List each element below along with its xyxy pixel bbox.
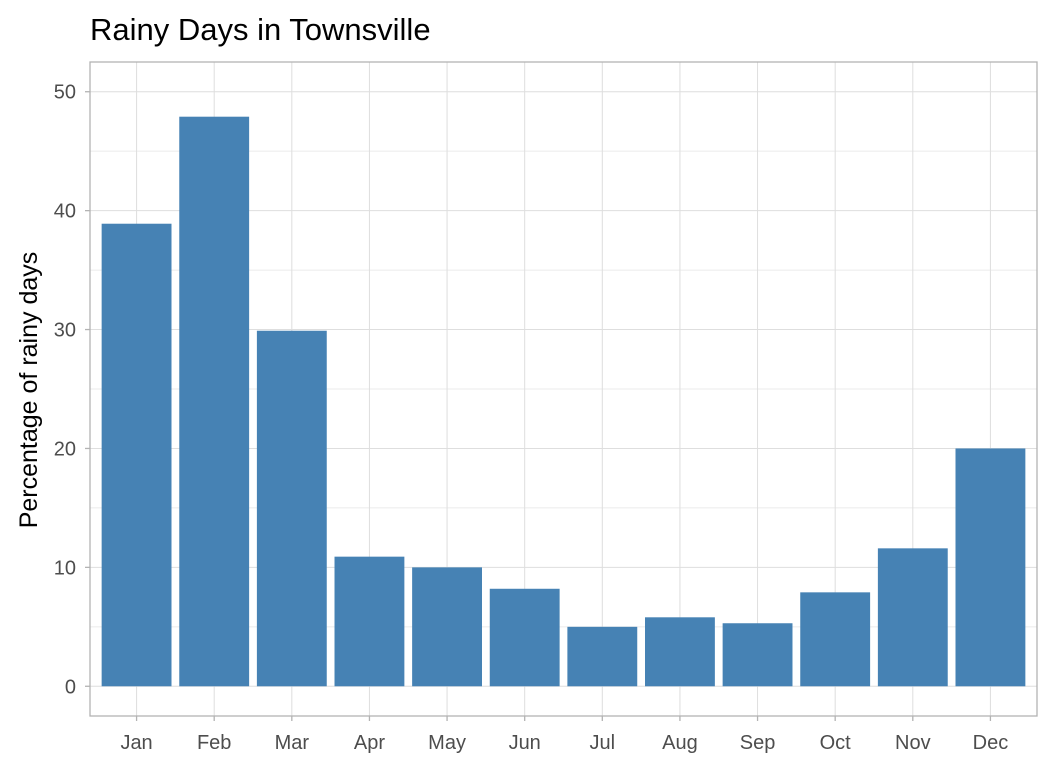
panel-border [89,61,1038,717]
bar-feb [179,116,250,687]
x-tick-label: Apr [354,732,385,754]
bar-may [412,567,482,687]
bar-apr [334,556,405,687]
y-tick-label: 40 [54,201,76,223]
x-tick-label: Aug [662,732,698,754]
x-tick-label: Dec [973,732,1009,754]
x-tick-label: Mar [275,732,310,754]
x-tick-label: May [428,732,466,754]
x-axis: Jan Feb Mar Apr May Jun Jul Aug Sep Oct Nov Dec [120,716,1008,754]
y-tick-label: 20 [54,438,76,460]
y-tick-label: 10 [54,557,76,579]
bar-aug [645,617,715,687]
bar-dec [955,448,1026,687]
x-tick-label: Jun [509,732,541,754]
y-tick-label: 30 [54,320,76,342]
x-tick-label: Oct [820,732,852,754]
y-axis: 0 10 20 30 40 50 [54,82,90,698]
x-tick-label: Nov [895,732,931,754]
bars [101,116,1026,687]
chart-title: Rainy Days in Townsville [90,12,431,47]
bar-mar [256,330,327,687]
x-tick-label: Jan [120,732,152,754]
y-tick-label: 50 [54,82,76,104]
x-tick-label: Feb [197,732,231,754]
bar-jul [567,626,638,687]
bar-jun [489,588,560,687]
x-tick-label: Jul [590,732,616,754]
y-axis-title: Percentage of rainy days [15,252,43,529]
bar-sep [722,623,793,687]
bar-jan [101,223,172,687]
bar-oct [800,592,871,687]
x-tick-label: Sep [740,732,776,754]
y-tick-label: 0 [65,676,76,698]
bar-nov [877,548,948,687]
